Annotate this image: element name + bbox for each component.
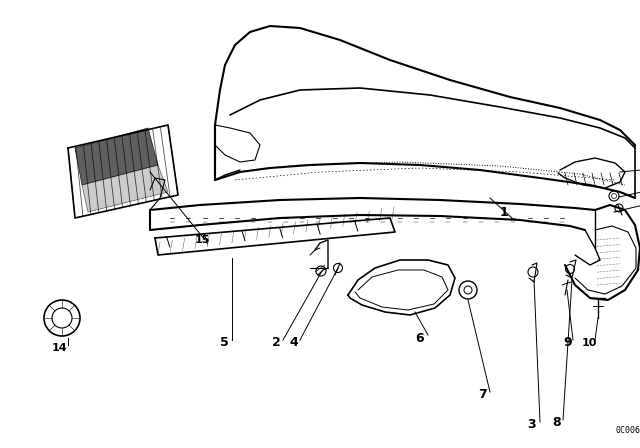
Text: 3: 3: [527, 418, 536, 431]
Text: 9: 9: [563, 336, 572, 349]
Text: 1: 1: [500, 207, 509, 220]
Polygon shape: [75, 128, 158, 185]
Text: 4: 4: [289, 336, 298, 349]
Polygon shape: [82, 165, 168, 212]
Text: 15: 15: [195, 235, 211, 245]
Text: 8: 8: [552, 417, 561, 430]
Text: 5: 5: [220, 336, 228, 349]
Text: 6: 6: [415, 332, 424, 345]
Text: 10: 10: [582, 338, 597, 348]
Text: 2: 2: [272, 336, 281, 349]
Text: 7: 7: [478, 388, 487, 401]
Text: 14: 14: [52, 343, 68, 353]
Text: 0C006EE3: 0C006EE3: [615, 426, 640, 435]
